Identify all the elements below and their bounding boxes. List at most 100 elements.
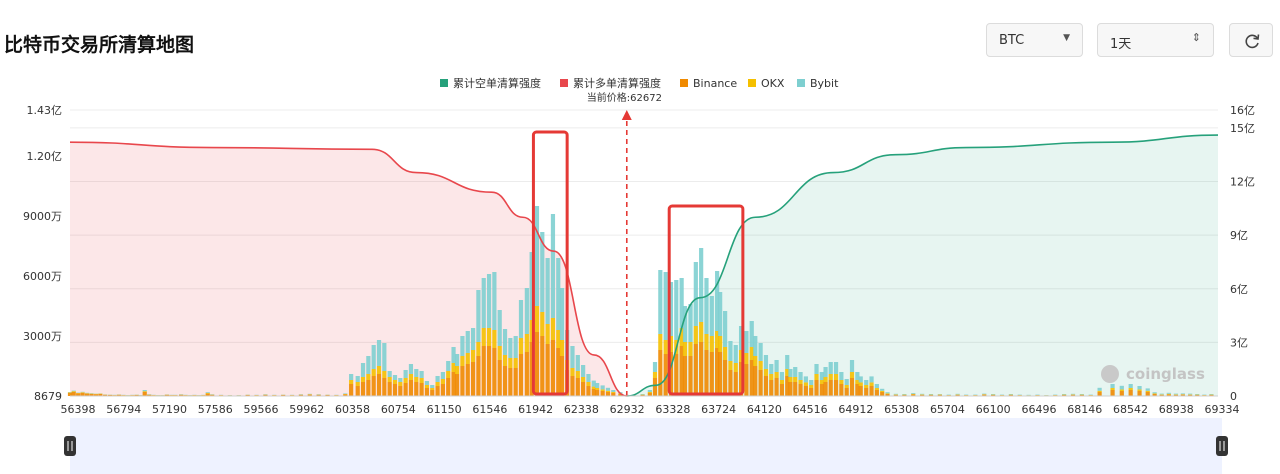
bar-okx: [709, 336, 714, 352]
bar-binance: [758, 370, 763, 396]
bar-okx: [814, 374, 819, 380]
bar-okx: [652, 372, 658, 378]
bar-binance: [398, 386, 403, 396]
range-select[interactable]: 1天 ⇕: [1097, 23, 1214, 57]
bar-bybit: [497, 310, 502, 346]
legend-swatch-1: [560, 79, 568, 87]
bar-bybit: [982, 393, 987, 395]
bar-binance: [497, 360, 502, 396]
highlight-boxes: [531, 130, 745, 396]
bar-okx: [1128, 388, 1133, 390]
bar-okx: [869, 382, 874, 386]
bar-bybit: [1209, 394, 1214, 395]
bar-okx: [513, 358, 518, 368]
bar-okx: [753, 356, 758, 366]
range-select-value: 1天: [1110, 37, 1132, 52]
highlight-box-1: [531, 130, 569, 396]
bar-bybit: [591, 380, 596, 387]
bar-okx: [492, 330, 497, 348]
bar-binance: [570, 376, 575, 396]
bar-okx: [398, 382, 403, 386]
bar-okx: [858, 382, 863, 386]
bar-bybit: [476, 290, 481, 342]
bar-okx: [803, 382, 808, 386]
bar-bybit: [529, 252, 534, 320]
bar-bybit: [343, 393, 348, 394]
bar-bybit: [366, 356, 371, 374]
range-slider[interactable]: [64, 418, 1228, 474]
bar-binance: [382, 378, 387, 396]
bar-bybit: [763, 355, 769, 369]
bar-bybit: [785, 355, 790, 369]
bar-bybit: [1195, 394, 1200, 395]
bar-okx: [382, 371, 387, 378]
bar-binance: [476, 356, 481, 396]
x-tick: 64120: [747, 403, 782, 416]
x-tick: 61150: [427, 403, 462, 416]
bar-bybit: [640, 394, 645, 395]
bar-okx: [476, 342, 481, 356]
bar-binance: [763, 376, 769, 396]
bar-binance: [355, 386, 360, 396]
bar-bybit: [518, 300, 524, 338]
bar-bybit: [674, 280, 679, 340]
bar-bybit: [1145, 388, 1150, 391]
bar-okx: [769, 374, 774, 380]
bar-bybit: [652, 362, 658, 372]
bar-okx: [518, 338, 524, 354]
bar-bybit: [1119, 385, 1124, 390]
bar-binance: [803, 386, 808, 396]
liquidation-chart: 累计空单清算强度 累计多单清算强度 Binance OKX Bybit 当前价格:626…: [23, 76, 1255, 474]
bar-binance: [465, 364, 470, 396]
bar-binance: [98, 394, 103, 396]
y-left-tick: 9000万: [23, 210, 62, 223]
coinglass-watermark: coinglass: [1101, 365, 1205, 383]
range-slider-left-handle[interactable]: [64, 436, 76, 456]
bar-okx: [1166, 393, 1171, 395]
bar-binance: [1180, 394, 1185, 396]
bar-binance: [430, 390, 435, 396]
bar-bybit: [704, 278, 709, 334]
bar-binance: [823, 382, 828, 396]
bar-bybit: [605, 387, 611, 391]
bar-bybit: [793, 367, 798, 377]
bar-binance: [392, 384, 398, 396]
bar-binance: [844, 388, 849, 396]
bar-okx: [460, 356, 465, 366]
bar-binance: [738, 362, 744, 396]
bar-binance: [349, 384, 354, 396]
bar-bybit: [839, 372, 844, 380]
bar-bybit: [855, 372, 860, 380]
bar-binance: [435, 386, 440, 396]
bar-bybit: [382, 343, 387, 371]
coin-select[interactable]: BTC ▼: [986, 23, 1083, 57]
x-tick: 68146: [1067, 403, 1102, 416]
bar-binance: [481, 346, 486, 396]
refresh-button[interactable]: [1229, 23, 1273, 57]
bar-binance: [679, 346, 684, 396]
caret-down-icon: ▼: [1063, 33, 1070, 43]
range-slider-right-handle[interactable]: [1216, 436, 1228, 456]
bar-binance: [575, 378, 580, 396]
bar-bybit: [1079, 394, 1084, 395]
bar-bybit: [668, 282, 674, 336]
bar-binance: [709, 352, 714, 396]
bar-bybit: [753, 336, 758, 356]
bar-binance: [513, 368, 518, 396]
bar-okx: [534, 306, 540, 332]
bar-okx: [855, 380, 860, 384]
bar-bybit: [728, 341, 733, 361]
bar-binance: [828, 380, 833, 396]
y-axis-left: 8679 3000万 6000万 9000万 1.20亿 1.43亿: [23, 104, 62, 403]
bar-binance: [1159, 394, 1164, 396]
bar-okx: [744, 353, 749, 364]
bar-okx: [481, 328, 486, 346]
bar-binance: [460, 366, 465, 396]
bar-binance: [723, 360, 728, 396]
bar-bybit: [1159, 393, 1164, 395]
bar-binance: [486, 346, 492, 396]
bar-binance: [80, 392, 85, 396]
bar-bybit: [774, 360, 779, 372]
bar-binance: [704, 350, 709, 396]
bar-binance: [545, 344, 550, 396]
